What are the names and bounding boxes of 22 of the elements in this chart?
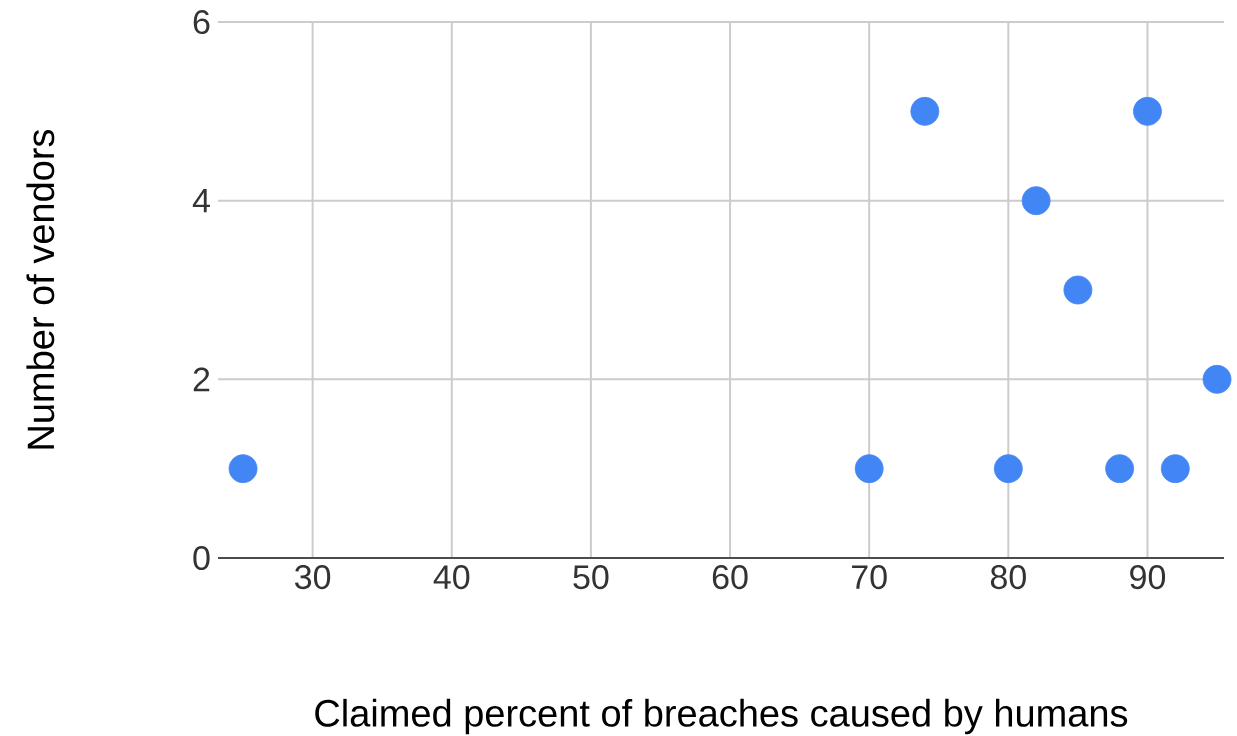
x-tick-label: 50 <box>573 565 609 590</box>
x-tick-label: 70 <box>852 565 887 590</box>
x-tick-label: 30 <box>295 565 331 590</box>
point <box>1021 186 1051 216</box>
y-tick-label: 4 <box>192 188 210 213</box>
y-tick-label: 0 <box>193 545 210 571</box>
x-axis-title: Claimed percent of breaches caused by humans <box>315 698 1128 735</box>
point <box>1160 454 1190 484</box>
point <box>1133 96 1162 126</box>
x-tick-label: 60 <box>712 565 748 590</box>
y-axis-title: Number of vendors <box>26 129 55 449</box>
point <box>1105 454 1135 484</box>
x-tick-label: 80 <box>990 565 1026 590</box>
x-tick-label: 90 <box>1130 565 1166 590</box>
point <box>993 454 1023 484</box>
point <box>1063 275 1093 305</box>
x-tick-label: 40 <box>433 565 470 590</box>
point <box>910 96 940 126</box>
point <box>854 454 884 484</box>
point <box>228 454 258 484</box>
y-tick-label: 2 <box>193 367 210 392</box>
y-tick-label: 6 <box>193 9 210 35</box>
